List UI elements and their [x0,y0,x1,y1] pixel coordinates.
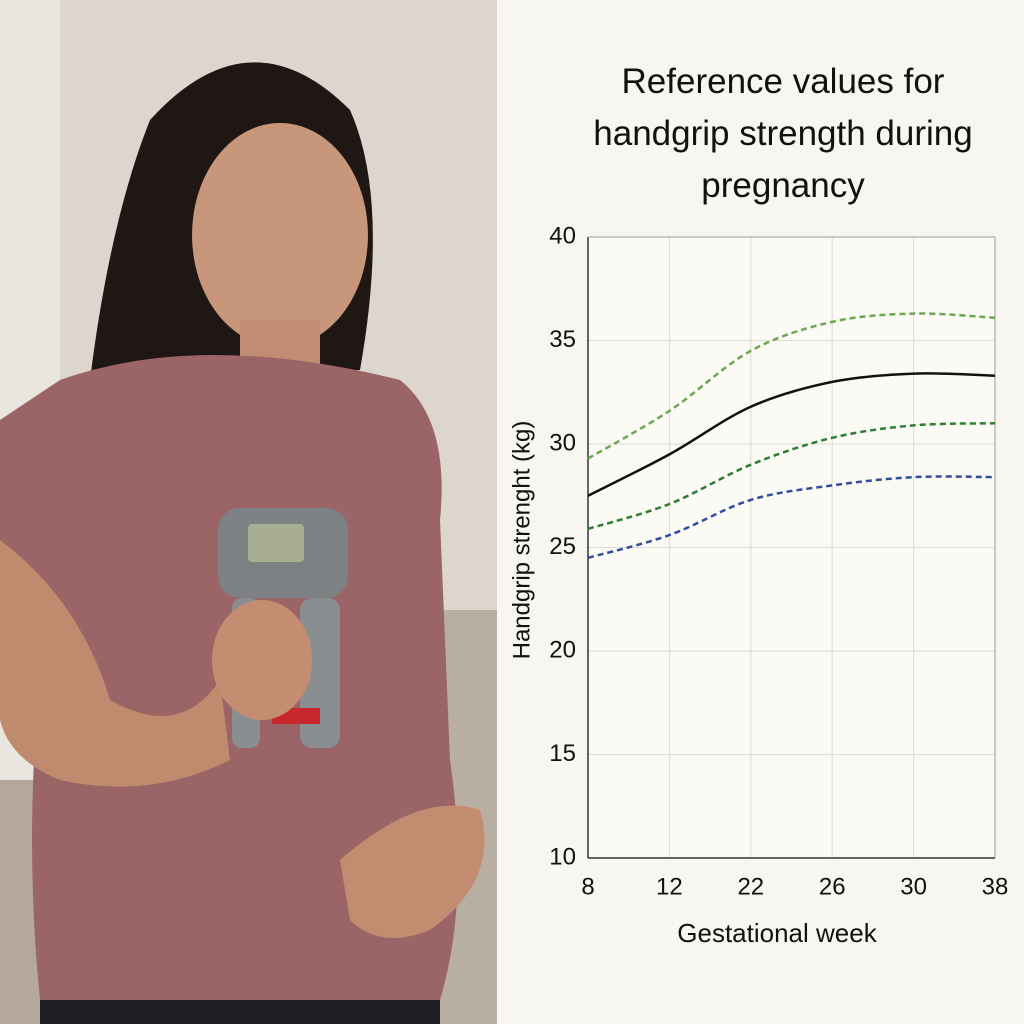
series-line [587,372,996,497]
y-tick-label: 15 [549,740,576,767]
x-tick-label: 30 [900,873,927,900]
y-tick-label: 25 [549,533,576,560]
series-line [587,422,996,531]
y-tick-label: 20 [549,636,576,663]
face [192,123,368,347]
x-tick-label: 12 [656,873,683,900]
x-tick-label: 22 [737,873,764,900]
dynamometer-screen [248,524,304,562]
x-tick-label: 8 [581,873,594,900]
hand [340,805,485,938]
x-tick-label: 26 [819,873,846,900]
pants [40,1000,440,1024]
series-line [587,312,996,460]
y-axis-label: Handgrip strenght (kg) [508,421,535,660]
photo [0,0,497,1024]
chart-title: Reference values for handgrip strength d… [593,62,973,205]
x-axis-label: Gestational week [677,918,877,948]
series-line [587,475,996,560]
x-tick-label: 38 [982,873,1009,900]
y-tick-label: 30 [549,429,576,456]
y-tick-label: 40 [549,222,576,249]
arm [0,540,230,787]
y-tick-label: 10 [549,843,576,870]
y-tick-label: 35 [549,326,576,353]
fist [212,600,312,720]
